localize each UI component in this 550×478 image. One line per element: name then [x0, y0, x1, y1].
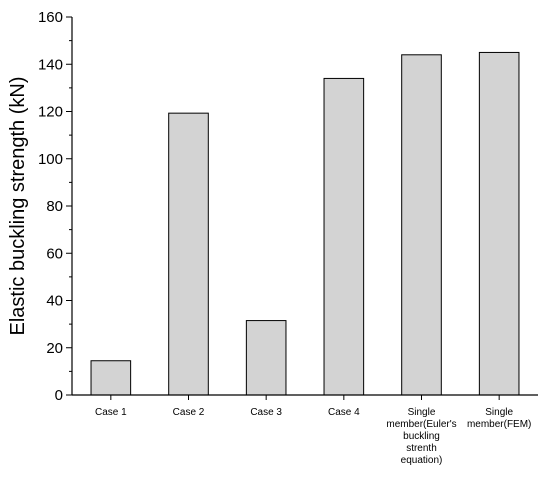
x-tick-label: Single member(Euler's buckling strenth equat… [386, 407, 456, 466]
y-tick-label: 140 [38, 56, 63, 73]
bar [323, 77, 365, 396]
y-tick-label: 100 [38, 151, 63, 168]
x-tick-label: Case 1 [95, 407, 127, 418]
y-tick-label: 60 [46, 245, 63, 262]
x-tick-label: Case 3 [250, 407, 282, 418]
y-axis-label: Elastic buckling strength (kN) [7, 77, 29, 336]
y-tick-label: 80 [46, 198, 63, 215]
y-tick-label: 120 [38, 104, 63, 121]
y-tick-label: 160 [38, 9, 63, 26]
x-tick-label: Case 4 [328, 407, 360, 418]
axes-group [71, 17, 538, 396]
x-tick-label: Case 2 [173, 407, 205, 418]
y-ticks-group: 0 20 40 60 80 100 120 140 160 [38, 9, 72, 404]
bar [401, 54, 442, 396]
y-tick-label: 20 [46, 340, 63, 357]
y-tick-label: 0 [55, 387, 63, 404]
x-tick-label: Single member(FEM) [467, 407, 531, 430]
x-ticks-group: Case 1 Case 2 Case 3 Case 4 Single member(Eul… [95, 395, 531, 466]
bars-group [90, 51, 520, 396]
bar [168, 112, 209, 396]
bar [245, 320, 287, 396]
bar [90, 360, 132, 396]
bar [478, 51, 520, 396]
y-tick-label: 40 [46, 293, 63, 310]
